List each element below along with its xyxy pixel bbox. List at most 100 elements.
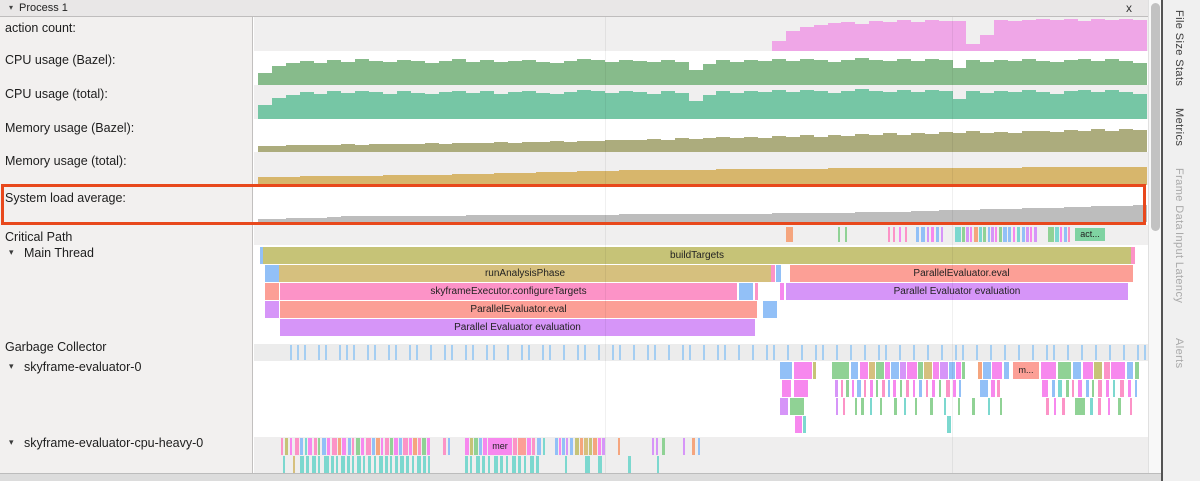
skyframe-evaluator-cpu-heavy-0-slice[interactable] <box>331 456 334 473</box>
skyframe-evaluator-0-slice[interactable] <box>1128 380 1131 397</box>
skyframe-evaluator-0-slice[interactable] <box>1111 362 1125 379</box>
tab-input-latency[interactable]: Input Latency <box>1173 232 1185 304</box>
skyframe-evaluator-0-slice[interactable] <box>906 380 909 397</box>
skyframe-evaluator-0-slice[interactable] <box>852 380 854 397</box>
skyframe-evaluator-0-slice[interactable] <box>949 362 955 379</box>
skyframe-evaluator-cpu-heavy-0-slice[interactable] <box>652 438 654 455</box>
cpu-bazel-chart[interactable] <box>258 51 1147 85</box>
skyframe-evaluator-cpu-heavy-0-slice[interactable] <box>352 456 354 473</box>
skyframe-evaluator-0-slice[interactable] <box>1058 362 1071 379</box>
flame-bar[interactable]: Parallel Evaluator evaluation <box>280 319 755 336</box>
vertical-scrollbar[interactable] <box>1148 0 1161 473</box>
skyframe-evaluator-cpu-heavy-0-slice[interactable] <box>532 438 535 455</box>
skyframe-evaluator-0-slice[interactable] <box>904 398 906 415</box>
skyframe-evaluator-cpu-heavy-0-slice[interactable] <box>527 438 531 455</box>
vertical-scrollbar-thumb[interactable] <box>1151 3 1160 231</box>
skyframe-evaluator-cpu-heavy-0-slice[interactable] <box>565 456 567 473</box>
skyframe-evaluator-cpu-heavy-0-slice[interactable] <box>374 456 376 473</box>
skyframe-evaluator-cpu-heavy-0-slice[interactable] <box>300 438 303 455</box>
skyframe-evaluator-cpu-heavy-0-slice[interactable] <box>322 438 326 455</box>
skyframe-evaluator-0-slice[interactable] <box>795 416 802 433</box>
skyframe-evaluator-cpu-heavy-0-slice[interactable] <box>589 438 592 455</box>
skyframe-evaluator-0-slice[interactable] <box>959 380 961 397</box>
skyframe-evaluator-0-slice[interactable] <box>860 362 868 379</box>
skyframe-evaluator-cpu-heavy-0-slice[interactable] <box>512 456 516 473</box>
skyframe-evaluator-0-slice[interactable] <box>924 362 932 379</box>
skyframe-evaluator-cpu-heavy-0-slice[interactable] <box>413 438 417 455</box>
skyframe-evaluator-0-slice[interactable]: m... <box>1013 362 1039 379</box>
skyframe-evaluator-0-slice[interactable] <box>1127 362 1133 379</box>
skyframe-evaluator-0-slice[interactable] <box>988 398 990 415</box>
skyframe-evaluator-cpu-heavy-0-slice[interactable] <box>585 456 590 473</box>
skyframe-evaluator-0-slice[interactable] <box>992 362 1002 379</box>
skyframe-evaluator-0-slice[interactable] <box>813 362 816 379</box>
skyframe-evaluator-cpu-heavy-0-slice[interactable] <box>327 438 330 455</box>
skyframe-evaluator-cpu-heavy-0-slice[interactable] <box>348 438 351 455</box>
skyframe-evaluator-cpu-heavy-0-slice[interactable] <box>381 438 383 455</box>
skyframe-evaluator-0-slice[interactable] <box>1000 398 1002 415</box>
tab-file-size-stats[interactable]: File Size Stats <box>1173 10 1185 87</box>
skyframe-evaluator-0-slice[interactable] <box>1104 362 1110 379</box>
skyframe-evaluator-cpu-heavy-0-slice[interactable] <box>409 438 412 455</box>
skyframe-evaluator-0-slice[interactable] <box>940 362 948 379</box>
skyframe-evaluator-0-slice[interactable] <box>894 398 897 415</box>
skyframe-evaluator-cpu-heavy-0-slice[interactable] <box>470 456 472 473</box>
skyframe-evaluator-cpu-heavy-0-slice[interactable] <box>427 438 430 455</box>
skyframe-evaluator-0-slice[interactable] <box>1075 398 1085 415</box>
flame-bar[interactable]: skyframeExecutor.configureTargets <box>280 283 737 300</box>
skyframe-evaluator-0-slice[interactable] <box>1066 380 1069 397</box>
skyframe-evaluator-0-slice[interactable] <box>946 380 950 397</box>
skyframe-evaluator-cpu-heavy-0-slice[interactable] <box>336 456 338 473</box>
skyframe-evaluator-cpu-heavy-0-slice[interactable] <box>390 456 392 473</box>
mem-total-chart[interactable] <box>258 152 1147 185</box>
horizontal-scrollbar[interactable] <box>0 473 1161 481</box>
skyframe-evaluator-0-slice[interactable] <box>835 380 838 397</box>
skyframe-evaluator-cpu-heavy-0-slice[interactable] <box>422 438 426 455</box>
skyframe-evaluator-0-slice[interactable] <box>1090 398 1093 415</box>
flame-bar[interactable]: Parallel Evaluator evaluation <box>786 283 1128 300</box>
skyframe-evaluator-cpu-heavy-0-slice[interactable] <box>537 438 541 455</box>
skyframe-evaluator-cpu-heavy-0-slice[interactable] <box>306 456 309 473</box>
skyframe-evaluator-0-slice[interactable] <box>991 380 995 397</box>
skyframe-evaluator-0-slice[interactable] <box>956 362 961 379</box>
skyframe-evaluator-cpu-heavy-0-slice[interactable] <box>488 456 490 473</box>
skyframe-evaluator-cpu-heavy-0-slice[interactable] <box>356 438 360 455</box>
skyframe-evaluator-cpu-heavy-0-slice[interactable] <box>518 438 526 455</box>
skyframe-evaluator-cpu-heavy-0-slice[interactable] <box>314 438 317 455</box>
skyframe-evaluator-cpu-heavy-0-slice[interactable] <box>536 456 539 473</box>
skyframe-evaluator-cpu-heavy-0-slice[interactable] <box>318 456 320 473</box>
skyframe-evaluator-cpu-heavy-0-slice[interactable] <box>513 438 517 455</box>
collapse-arrow-icon[interactable]: ▾ <box>9 361 14 371</box>
skyframe-evaluator-0-slice[interactable] <box>1078 380 1082 397</box>
skyframe-evaluator-cpu-heavy-0-slice[interactable] <box>465 438 469 455</box>
skyframe-evaluator-0-slice[interactable] <box>790 398 804 415</box>
skyframe-evaluator-0-slice[interactable] <box>900 362 906 379</box>
skyframe-evaluator-cpu-heavy-0-slice[interactable] <box>372 438 375 455</box>
skyframe-evaluator-cpu-heavy-0-slice[interactable] <box>379 456 383 473</box>
skyframe-evaluator-0-slice[interactable] <box>841 380 843 397</box>
flame-bar[interactable] <box>776 265 781 282</box>
skyframe-evaluator-0-slice[interactable] <box>919 380 922 397</box>
skyframe-evaluator-0-slice[interactable] <box>803 416 806 433</box>
flame-bar[interactable] <box>265 265 279 282</box>
skyframe-evaluator-cpu-heavy-0-slice[interactable] <box>698 438 700 455</box>
skyframe-evaluator-0-slice[interactable] <box>1086 380 1089 397</box>
skyframe-evaluator-cpu-heavy-0-slice[interactable] <box>385 438 389 455</box>
skyframe-evaluator-cpu-heavy-0-slice[interactable] <box>628 456 631 473</box>
skyframe-evaluator-0-slice[interactable] <box>1130 398 1132 415</box>
skyframe-evaluator-0-slice[interactable] <box>997 380 1000 397</box>
skyframe-evaluator-cpu-heavy-0-slice[interactable] <box>417 456 421 473</box>
skyframe-evaluator-0-slice[interactable] <box>1118 398 1121 415</box>
skyframe-evaluator-0-slice[interactable] <box>915 398 917 415</box>
flame-bar[interactable] <box>780 283 784 300</box>
skyframe-evaluator-cpu-heavy-0-slice[interactable] <box>363 456 365 473</box>
skyframe-evaluator-0-slice[interactable] <box>893 380 896 397</box>
flame-bar[interactable] <box>771 265 775 282</box>
skyframe-evaluator-cpu-heavy-0-slice[interactable] <box>399 438 402 455</box>
skyframe-evaluator-cpu-heavy-0-slice[interactable] <box>482 456 485 473</box>
skyframe-evaluator-cpu-heavy-0-slice[interactable] <box>500 456 503 473</box>
skyframe-evaluator-0-slice[interactable] <box>1094 362 1102 379</box>
skyframe-evaluator-cpu-heavy-0-slice[interactable] <box>683 438 685 455</box>
skyframe-evaluator-cpu-heavy-0-slice[interactable] <box>575 438 579 455</box>
skyframe-evaluator-cpu-heavy-0-slice[interactable] <box>465 456 468 473</box>
